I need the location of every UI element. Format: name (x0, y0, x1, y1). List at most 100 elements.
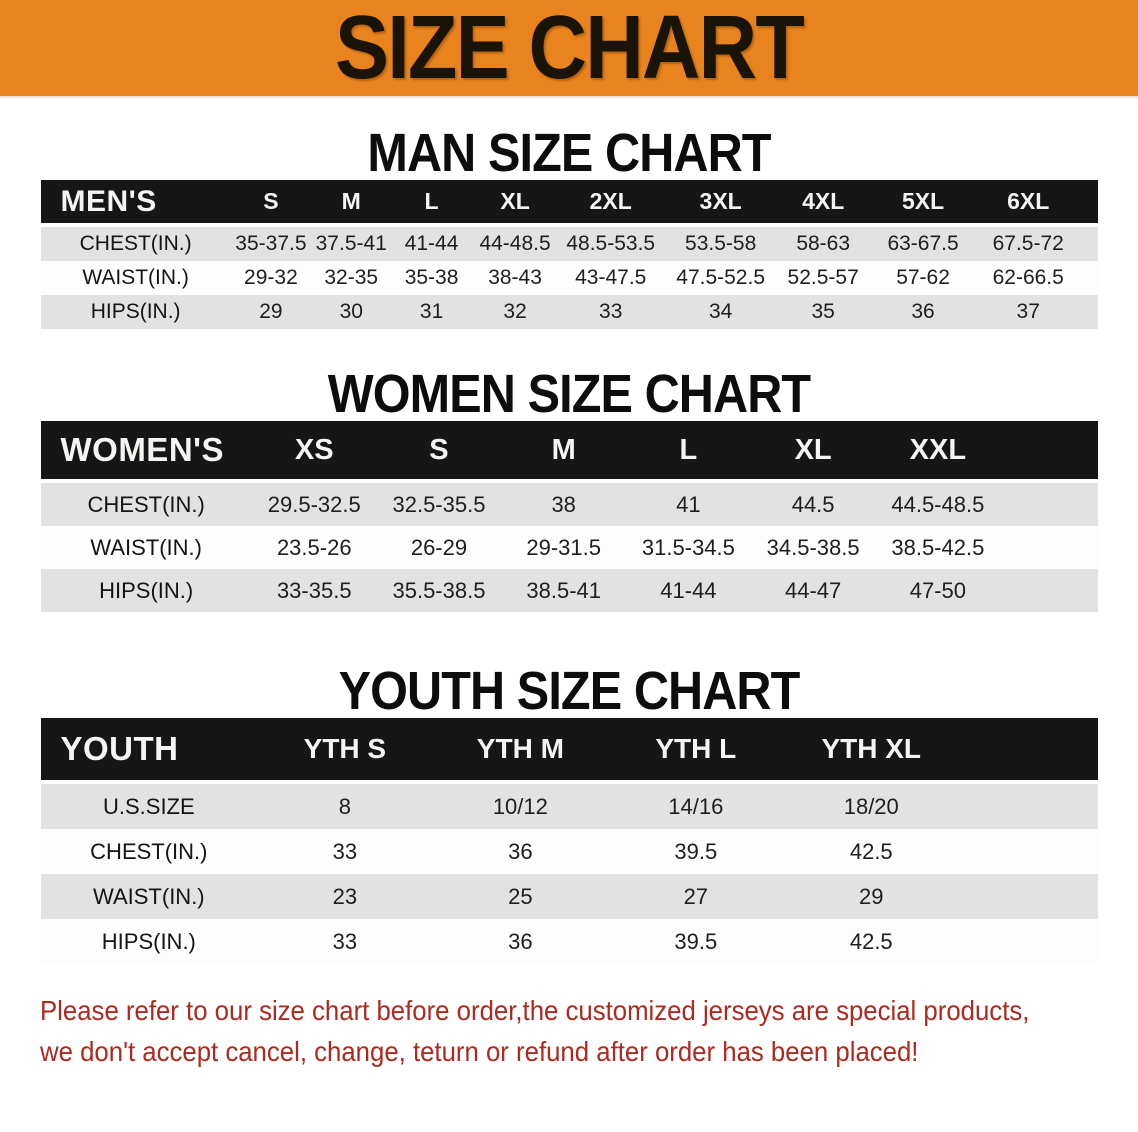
measurement-value: 38.5-42.5 (875, 526, 1001, 569)
youth-size-heading-text: YOUTH SIZE CHART (338, 661, 801, 721)
man-size-table: MEN'S S M L XL 2XL 3XL 4XL 5XL 6XL CHEST(IN.) 35-37… (40, 180, 1098, 329)
measurement-value: 42.5 (783, 919, 959, 964)
measurement-value: 36 (432, 829, 609, 874)
size-column-header: XL (471, 180, 559, 227)
filler-cell (958, 919, 1098, 964)
measurement-value: 47-50 (875, 569, 1001, 612)
filler-cell (958, 718, 1098, 784)
size-column-header: M (501, 421, 627, 483)
measurement-value: 32 (471, 295, 559, 329)
size-column-header: XS (251, 421, 377, 483)
size-header-row: YOUTH YTH S YTH M YTH L YTH XL (40, 718, 1098, 784)
measurement-value: 36 (868, 295, 979, 329)
measurement-value: 57-62 (868, 261, 979, 295)
measurement-value: 44.5-48.5 (875, 483, 1001, 526)
table-corner-label: YOUTH (40, 718, 258, 784)
measurement-value: 38-43 (471, 261, 559, 295)
measurement-value: 14/16 (608, 784, 784, 829)
banner-title: SIZE CHART (335, 0, 805, 98)
measurement-value: 25 (432, 874, 609, 919)
size-charts: MAN SIZE CHART MEN'S S M L XL 2XL 3XL 4XL 5XL 6XL… (0, 126, 1138, 964)
measurement-value: 8 (257, 784, 433, 829)
measurement-value: 44.5 (750, 483, 876, 526)
measurement-label: CHEST(IN.) (40, 227, 231, 261)
youth-size-heading: YOUTH SIZE CHART (0, 664, 1138, 718)
measurement-row: WAIST(IN.) 23 25 27 29 (40, 874, 1098, 919)
man-size-heading: MAN SIZE CHART (0, 126, 1138, 180)
youth-size-table: YOUTH YTH S YTH M YTH L YTH XL U.S.SIZE 8 10/12… (40, 718, 1098, 964)
filler-cell (958, 874, 1098, 919)
measurement-value: 27 (608, 874, 784, 919)
measurement-row: HIPS(IN.) 33-35.5 35.5-38.5 38.5-41 41-44 44-… (40, 569, 1098, 612)
disclaimer: Please refer to our size chart before or… (0, 990, 1138, 1073)
size-column-header: 5XL (868, 180, 979, 227)
measurement-row: U.S.SIZE 8 10/12 14/16 18/20 (40, 784, 1098, 829)
measurement-value: 35.5-38.5 (376, 569, 502, 612)
measurement-value: 32-35 (311, 261, 392, 295)
measurement-value: 41 (626, 483, 751, 526)
measurement-row: WAIST(IN.) 23.5-26 26-29 29-31.5 31.5-34.5 34… (40, 526, 1098, 569)
measurement-value: 26-29 (376, 526, 502, 569)
size-header-row: MEN'S S M L XL 2XL 3XL 4XL 5XL 6XL (40, 180, 1098, 227)
measurement-value: 34 (663, 295, 779, 329)
filler-cell (1078, 295, 1098, 329)
measurement-value: 43-47.5 (558, 261, 664, 295)
measurement-value: 23.5-26 (251, 526, 377, 569)
measurement-value: 32.5-35.5 (376, 483, 502, 526)
measurement-value: 33 (257, 829, 433, 874)
measurement-value: 31 (391, 295, 472, 329)
disclaimer-line-2: we don't accept cancel, change, teturn o… (40, 1036, 919, 1068)
measurement-value: 23 (257, 874, 433, 919)
measurement-row: CHEST(IN.) 35-37.5 37.5-41 41-44 44-48.5 48.5… (40, 227, 1098, 261)
filler-cell (958, 829, 1098, 874)
table-corner-label: MEN'S (40, 180, 231, 227)
size-column-header: L (626, 421, 751, 483)
size-header-row: WOMEN'S XS S M L XL XXL (40, 421, 1098, 483)
measurement-value: 52.5-57 (778, 261, 869, 295)
filler-cell (1078, 261, 1098, 295)
women-size-table: WOMEN'S XS S M L XL XXL CHEST(IN.) 29.5-32.5 32.5… (40, 421, 1098, 612)
measurement-value: 37.5-41 (311, 227, 392, 261)
measurement-value: 35-37.5 (230, 227, 312, 261)
measurement-label: WAIST(IN.) (40, 261, 231, 295)
banner: SIZE CHART (0, 0, 1138, 98)
measurement-value: 33-35.5 (251, 569, 377, 612)
size-column-header: S (376, 421, 502, 483)
measurement-value: 30 (311, 295, 392, 329)
measurement-value: 41-44 (626, 569, 751, 612)
measurement-row: CHEST(IN.) 29.5-32.5 32.5-35.5 38 41 44.5 44.5… (40, 483, 1098, 526)
filler-cell (1000, 569, 1098, 612)
measurement-value: 29-31.5 (501, 526, 627, 569)
measurement-value: 38.5-41 (501, 569, 627, 612)
measurement-value: 39.5 (608, 919, 784, 964)
measurement-value: 35-38 (391, 261, 472, 295)
measurement-label: WAIST(IN.) (40, 874, 258, 919)
size-column-header: 4XL (778, 180, 869, 227)
measurement-value: 48.5-53.5 (558, 227, 664, 261)
women-size-heading-text: WOMEN SIZE CHART (327, 364, 811, 424)
filler-cell (958, 784, 1098, 829)
measurement-value: 67.5-72 (978, 227, 1079, 261)
measurement-value: 29 (230, 295, 312, 329)
measurement-value: 29 (783, 874, 959, 919)
size-column-header: XXL (875, 421, 1001, 483)
filler-cell (1078, 180, 1098, 227)
measurement-label: WAIST(IN.) (40, 526, 252, 569)
size-column-header: S (230, 180, 312, 227)
measurement-row: HIPS(IN.) 33 36 39.5 42.5 (40, 919, 1098, 964)
measurement-value: 38 (501, 483, 627, 526)
man-size-section: MAN SIZE CHART MEN'S S M L XL 2XL 3XL 4XL 5XL 6XL… (0, 126, 1138, 329)
measurement-label: U.S.SIZE (40, 784, 258, 829)
measurement-value: 44-48.5 (471, 227, 559, 261)
measurement-value: 33 (257, 919, 433, 964)
size-column-header: 6XL (978, 180, 1079, 227)
measurement-label: CHEST(IN.) (40, 829, 258, 874)
filler-cell (1000, 483, 1098, 526)
measurement-value: 31.5-34.5 (626, 526, 751, 569)
measurement-label: HIPS(IN.) (40, 919, 258, 964)
filler-cell (1078, 227, 1098, 261)
measurement-label: CHEST(IN.) (40, 483, 252, 526)
size-column-header: YTH XL (783, 718, 959, 784)
size-column-header: 2XL (558, 180, 664, 227)
size-column-header: YTH S (257, 718, 433, 784)
